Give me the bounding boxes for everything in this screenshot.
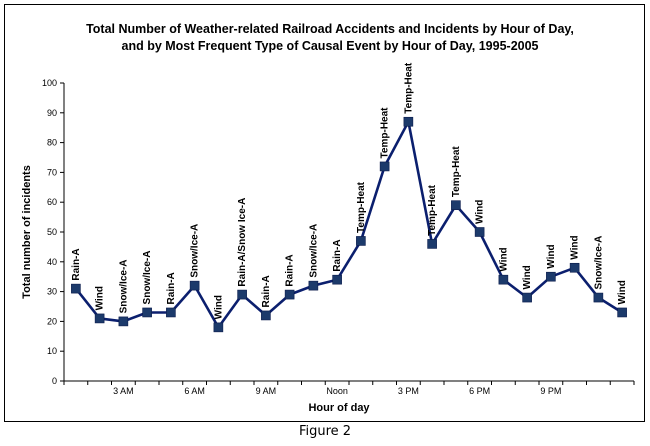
data-label: Wind xyxy=(546,244,557,268)
data-point xyxy=(308,280,319,291)
data-series xyxy=(71,116,627,333)
data-label: Snow/Ice-A xyxy=(593,236,604,290)
data-label: Snow/Ice-A xyxy=(118,259,129,313)
data-point xyxy=(284,289,295,300)
x-tick-label: 6 PM xyxy=(469,386,490,396)
data-point xyxy=(118,316,129,327)
data-point xyxy=(166,307,176,318)
data-point xyxy=(261,310,271,321)
data-point xyxy=(356,236,366,246)
data-label: Rain-A xyxy=(71,248,82,280)
y-tick-label: 30 xyxy=(47,287,57,297)
y-tick-label: 60 xyxy=(47,197,57,207)
data-point xyxy=(403,116,414,127)
data-labels: Rain-A Wind Snow/Ice-A Snow/Ice-A Rain-A Snow… xyxy=(71,62,628,319)
y-tick-label: 40 xyxy=(47,257,57,267)
data-label: Snow/Ice-A xyxy=(308,224,319,278)
data-label: Temp-Heat xyxy=(356,181,367,233)
data-label: Wind xyxy=(617,280,628,304)
x-ticks: 3 AM 6 AM 9 AM Noon 3 PM 6 PM 9 PM xyxy=(63,381,635,396)
x-tick-label: 3 PM xyxy=(398,386,419,396)
x-tick-label: 9 PM xyxy=(540,386,561,396)
data-point xyxy=(379,161,390,172)
y-tick-label: 100 xyxy=(42,78,57,88)
data-point xyxy=(451,200,461,210)
data-point xyxy=(498,274,509,285)
data-point xyxy=(522,292,532,303)
data-point xyxy=(189,280,200,291)
y-tick-label: 20 xyxy=(47,316,57,326)
x-tick-label: 6 AM xyxy=(184,386,205,396)
chart-title-line-1: Total Number of Weather-related Railroad… xyxy=(86,22,574,36)
data-point xyxy=(474,227,485,237)
data-point xyxy=(71,283,81,294)
chart: Total Number of Weather-related Railroad… xyxy=(21,22,635,414)
data-label: Wind xyxy=(498,247,509,271)
data-point xyxy=(427,239,437,249)
chart-frame xyxy=(4,4,645,422)
data-point xyxy=(237,289,247,300)
x-axis-label: Hour of day xyxy=(308,402,370,414)
data-point xyxy=(332,274,342,285)
data-label: Rain-A xyxy=(261,275,272,307)
data-label: Wind xyxy=(522,265,533,289)
data-label: Wind xyxy=(213,295,224,319)
data-label: Temp-Heat xyxy=(451,146,462,198)
x-tick-label: 9 AM xyxy=(256,386,277,396)
y-tick-label: 10 xyxy=(47,346,57,356)
data-label: Rain-A xyxy=(332,239,343,271)
data-label: Snow/Ice-A xyxy=(190,224,201,278)
data-point xyxy=(142,307,152,318)
data-label: Snow/Ice-A xyxy=(142,251,153,305)
y-tick-label: 70 xyxy=(47,167,57,177)
data-point xyxy=(94,313,105,324)
data-label: Temp-Heat xyxy=(403,62,414,114)
data-label: Wind xyxy=(570,235,581,259)
y-tick-label: 90 xyxy=(47,108,57,118)
data-point xyxy=(213,322,224,333)
y-tick-label: 80 xyxy=(47,138,57,148)
data-label: Rain-A/Snow Ice-A xyxy=(237,198,248,287)
y-tick-label: 50 xyxy=(47,227,57,237)
y-ticks: 0 10 20 30 40 50 60 70 80 90 100 xyxy=(42,78,64,386)
data-label: Wind xyxy=(95,286,106,310)
data-label: Temp-Heat xyxy=(427,184,438,236)
data-point xyxy=(593,292,604,303)
data-point xyxy=(546,271,556,282)
y-tick-label: 0 xyxy=(52,376,57,386)
x-tick-label: Noon xyxy=(326,386,348,396)
axes xyxy=(63,83,634,382)
data-label: Temp-Heat xyxy=(380,107,391,159)
figure-caption: Figure 2 xyxy=(298,424,352,439)
y-axis-label: Total number of incidents xyxy=(21,165,33,299)
data-label: Rain-A xyxy=(166,272,177,304)
data-point xyxy=(569,262,580,273)
series-line xyxy=(74,120,623,329)
x-tick-label: 3 AM xyxy=(113,386,134,396)
data-label: Rain-A xyxy=(285,254,296,286)
chart-title-line-2: and by Most Frequent Type of Causal Even… xyxy=(122,39,539,53)
data-label: Wind xyxy=(475,200,486,224)
data-point xyxy=(617,307,627,318)
